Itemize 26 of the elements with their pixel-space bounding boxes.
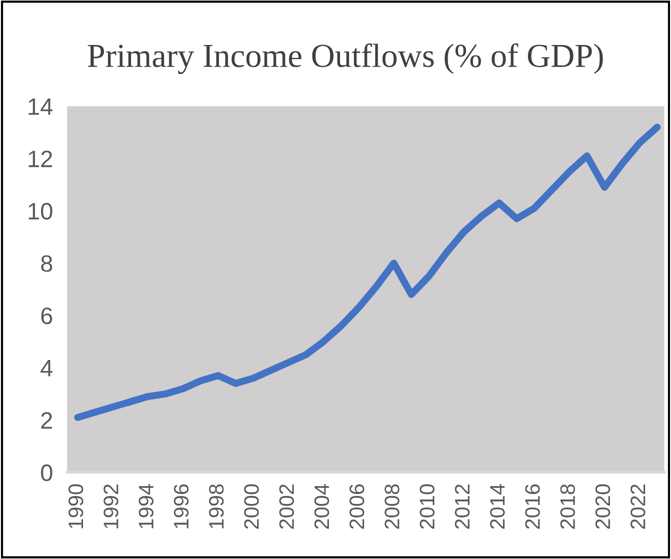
x-tick-label: 2020 [595,484,610,529]
x-tick-label: 2018 [560,484,576,529]
y-tick-label: 8 [41,255,52,272]
y-tick-label: 6 [41,308,52,324]
x-tick-label: 1998 [208,484,224,528]
x-tick-label: 2002 [279,484,294,529]
x-tick-label: 2006 [350,484,364,529]
y-tick-label: 10 [28,202,52,220]
chart-title: Primary Income Outflows (% of GDP) [88,43,603,74]
x-tick-label: 2004 [314,484,330,529]
x-tick-label: 2012 [454,484,470,529]
x-tick-label: 2000 [244,484,259,529]
x-tick-label: 1992 [104,484,118,528]
x-tick-label: 2022 [630,484,646,529]
x-tick-label: 2016 [525,484,540,529]
x-tick-label: 1994 [138,484,154,528]
x-tick-label: 2014 [490,484,505,529]
y-tick-label: 0 [41,464,52,482]
y-tick-label: 12 [28,150,52,168]
y-tick-label: 4 [40,360,53,376]
x-tick-label: 1996 [174,484,189,528]
x-tick-label: 1990 [68,484,84,528]
x-tick-label: 2010 [420,484,435,529]
y-tick-label: 2 [41,412,52,429]
x-tick-label: 2008 [384,484,400,529]
y-tick-label: 14 [28,98,53,115]
